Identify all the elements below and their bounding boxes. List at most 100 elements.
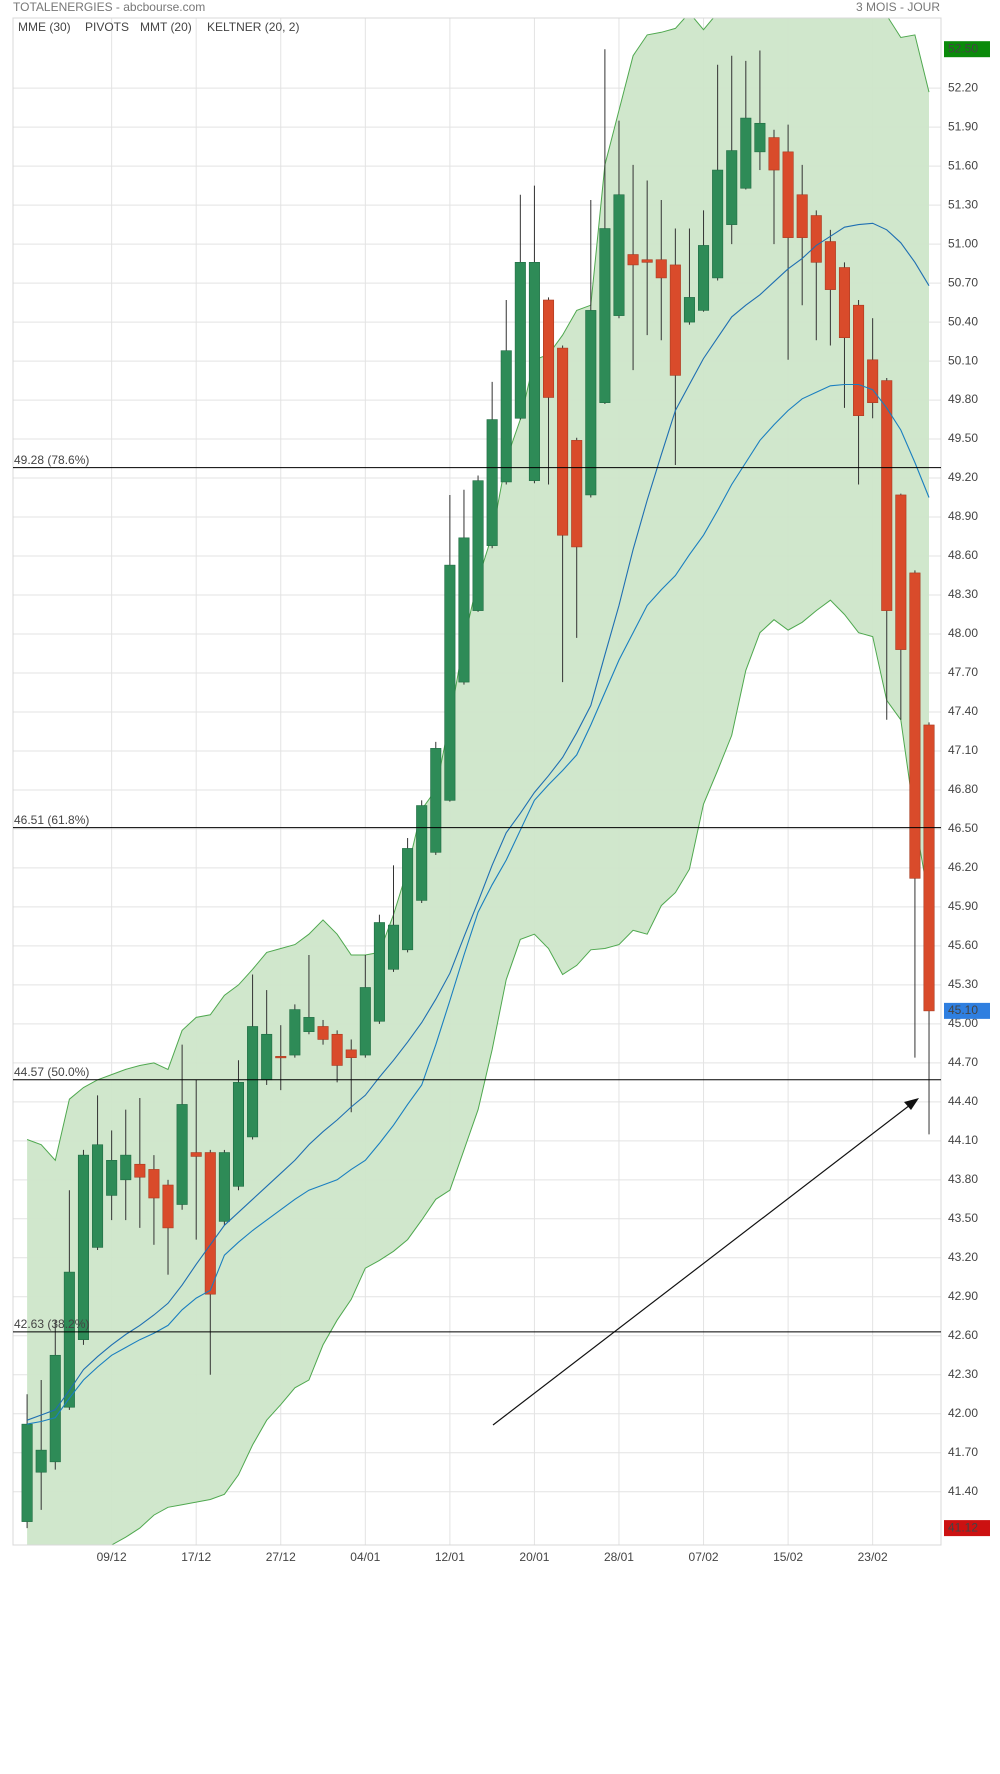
candle-body [373, 922, 385, 1022]
candle-body [134, 1163, 146, 1178]
y-tick-label: 41.40 [948, 1484, 978, 1498]
candle-body [500, 350, 512, 483]
candle-body [810, 215, 822, 263]
candle-body [92, 1144, 104, 1248]
x-tick-label: 17/12 [181, 1550, 211, 1564]
candle-body [218, 1152, 230, 1222]
candle-body [176, 1104, 188, 1205]
x-tick-label: 12/01 [435, 1550, 465, 1564]
candle-body [444, 564, 456, 801]
arrow-head [904, 1098, 919, 1110]
candle-body [824, 241, 836, 290]
candle-body [331, 1033, 343, 1066]
candle-body [289, 1009, 301, 1056]
y-tick-label: 52.20 [948, 80, 978, 94]
level-label: 46.51 (61.8%) [14, 813, 89, 827]
price-marker [944, 41, 990, 58]
candle-body [655, 259, 667, 279]
candle-body [106, 1160, 118, 1196]
candle-body [881, 380, 893, 611]
y-tick-label: 51.60 [948, 158, 978, 172]
candle-body [387, 924, 400, 970]
annotation-arrow [492, 1098, 919, 1426]
y-tick-label: 46.50 [948, 821, 978, 835]
candle-body [21, 1423, 33, 1522]
y-tick-label: 45.00 [948, 1016, 978, 1030]
candle-body [740, 117, 752, 189]
y-tick-label: 51.00 [948, 236, 978, 250]
level-label: 49.28 (78.6%) [14, 453, 89, 467]
candle-body [514, 262, 526, 419]
y-tick-label: 46.80 [948, 782, 978, 796]
y-tick-label: 48.30 [948, 587, 978, 601]
candle-body [232, 1082, 244, 1187]
candle-body [402, 848, 414, 951]
candle-body [120, 1154, 132, 1181]
legend-entry: MMT (20) [140, 20, 192, 34]
x-tick-label: 15/02 [773, 1550, 803, 1564]
price-marker-label: 41.12 [948, 1520, 978, 1534]
candle-body [923, 724, 935, 1012]
legend-entry: KELTNER (20, 2) [207, 20, 299, 34]
y-tick-label: 41.70 [948, 1445, 978, 1459]
candle-body [190, 1152, 202, 1157]
candle-body [838, 267, 850, 338]
candle-body [303, 1017, 315, 1032]
y-tick-label: 46.20 [948, 860, 978, 874]
moving-average-line [27, 383, 930, 1425]
moving-average-line [26, 222, 930, 1421]
y-tick-label: 45.60 [948, 938, 978, 952]
y-tick-label: 45.90 [948, 899, 978, 913]
legend-entry: MME (30) [18, 20, 71, 34]
y-tick-label: 42.90 [948, 1289, 978, 1303]
candle-body [317, 1026, 329, 1040]
x-tick-label: 04/01 [350, 1550, 380, 1564]
candle-body [35, 1449, 47, 1473]
candle-body [275, 1056, 287, 1059]
y-tick-label: 44.70 [948, 1055, 978, 1069]
candle-body [726, 150, 738, 225]
candle-body [204, 1152, 216, 1295]
y-tick-label: 49.20 [948, 470, 978, 484]
candle-body [698, 245, 710, 311]
candle-body [472, 480, 484, 611]
x-tick-label: 23/02 [858, 1550, 888, 1564]
y-tick-label: 45.30 [948, 977, 978, 991]
overlay [26, 222, 930, 1425]
candle-body [430, 748, 442, 853]
candle-body [669, 264, 681, 376]
candle-body [627, 254, 639, 266]
candle-body [599, 228, 611, 403]
candle-body [77, 1154, 89, 1340]
candle-body [796, 194, 808, 238]
price-marker [944, 1520, 990, 1537]
x-tick-label: 28/01 [604, 1550, 634, 1564]
candles [21, 49, 935, 1529]
candle-body [162, 1184, 174, 1229]
candle-body [345, 1049, 357, 1058]
keltner-fill [27, 18, 929, 1545]
y-tick-label: 47.10 [948, 743, 978, 757]
y-tick-label: 42.60 [948, 1328, 978, 1342]
candle-body [683, 297, 695, 323]
level-label: 44.57 (50.0%) [14, 1065, 89, 1079]
y-tick-label: 48.90 [948, 509, 978, 523]
keltner-lower [110, 599, 930, 1545]
y-tick-label: 48.00 [948, 626, 978, 640]
legend-entry: PIVOTS [85, 20, 129, 34]
candle-body [909, 572, 921, 879]
y-tick-label: 47.70 [948, 665, 978, 679]
candle-body [557, 347, 569, 536]
candle-body [247, 1026, 259, 1138]
candle-body [416, 805, 428, 901]
price-marker-label: 52.50 [948, 41, 978, 55]
candle-body [571, 440, 583, 548]
candle-body [867, 359, 879, 403]
y-tick-label: 43.80 [948, 1172, 978, 1186]
candle-body [585, 310, 597, 496]
candle-body [712, 169, 724, 279]
candle-body [543, 299, 555, 398]
plot-frame [12, 17, 942, 1546]
x-tick-label: 27/12 [266, 1550, 296, 1564]
